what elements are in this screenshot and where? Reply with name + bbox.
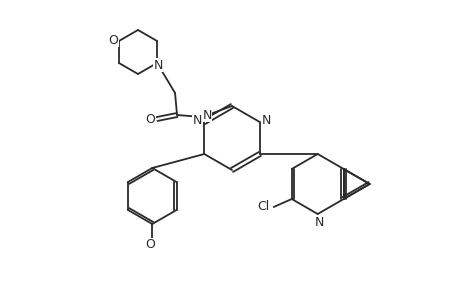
- Text: N: N: [153, 58, 162, 71]
- Text: N: N: [314, 215, 324, 229]
- Text: N: N: [202, 109, 211, 122]
- Text: Cl: Cl: [257, 200, 269, 214]
- Text: O: O: [145, 238, 155, 251]
- Text: N: N: [262, 113, 271, 127]
- Text: N: N: [192, 113, 202, 127]
- Text: O: O: [145, 112, 155, 125]
- Text: O: O: [108, 34, 118, 46]
